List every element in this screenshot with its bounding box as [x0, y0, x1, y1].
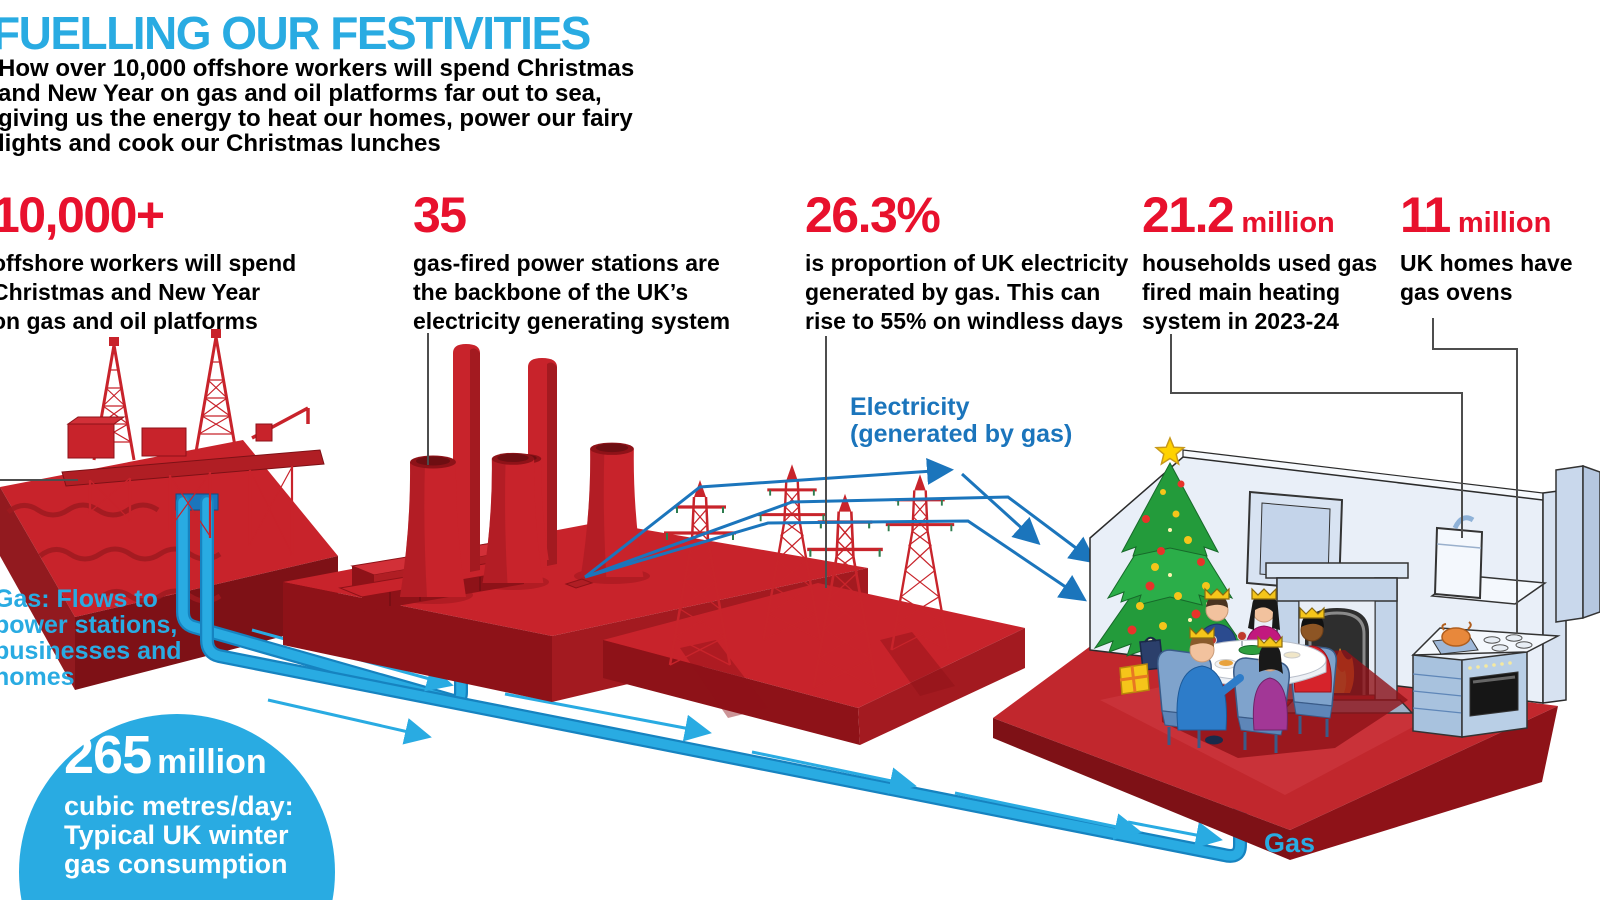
- stat-gas-ovens: 11 million UK homes have gas ovens: [1400, 187, 1573, 305]
- turkey-icon: [1441, 627, 1471, 647]
- kitchen-cupboard: [1555, 464, 1600, 623]
- pylons-illustration: [603, 462, 1025, 745]
- stat-gas-heating: 21.2 million households used gas fired ma…: [1142, 187, 1378, 334]
- stat-value: 35: [413, 187, 467, 243]
- electricity-label: Electricity (generated by gas): [850, 393, 1073, 448]
- family-front: [1176, 627, 1288, 745]
- stat-electricity-share: 26.3% is proportion of UK electricity ge…: [805, 187, 1129, 334]
- stat-power-stations: 35 gas-fired power stations are the back…: [413, 187, 731, 334]
- gas-flow-label: Gas: Flows to power stations, businesses…: [0, 585, 182, 691]
- substation-stub: [564, 578, 594, 589]
- leader-lines: [0, 318, 1518, 634]
- consumption-desc: cubic metres/day: Typical UK winter gas …: [64, 791, 294, 879]
- stat-unit: million: [1457, 207, 1552, 239]
- stat-value: 21.2: [1142, 187, 1235, 243]
- consumption-value: 265 million: [64, 725, 267, 785]
- offshore-rig: [61, 327, 325, 556]
- stat-offshore-workers: 10,000+ offshore workers will spend Chri…: [0, 190, 332, 336]
- derrick-icon: [194, 327, 238, 454]
- stat-value: 10,000+: [0, 187, 165, 243]
- crane-icon: [251, 406, 310, 442]
- star-icon: [1154, 436, 1186, 466]
- page-title: FUELLING OUR FESTIVITIES: [0, 7, 591, 59]
- home-illustration: [993, 436, 1600, 860]
- stat-value: 11: [1400, 187, 1451, 243]
- consumption-circle: [19, 714, 335, 900]
- electricity-lines: [584, 457, 1097, 602]
- oven-door: [1469, 671, 1519, 717]
- stat-value: 26.3%: [805, 187, 941, 243]
- page-subtitle: How over 10,000 offshore workers will sp…: [0, 55, 635, 157]
- gas-pipe-label: Gas: [1264, 828, 1316, 858]
- gas-hob: [1483, 634, 1533, 652]
- stat-unit: million: [1241, 207, 1335, 239]
- gas-cooker-icon: [1411, 621, 1561, 738]
